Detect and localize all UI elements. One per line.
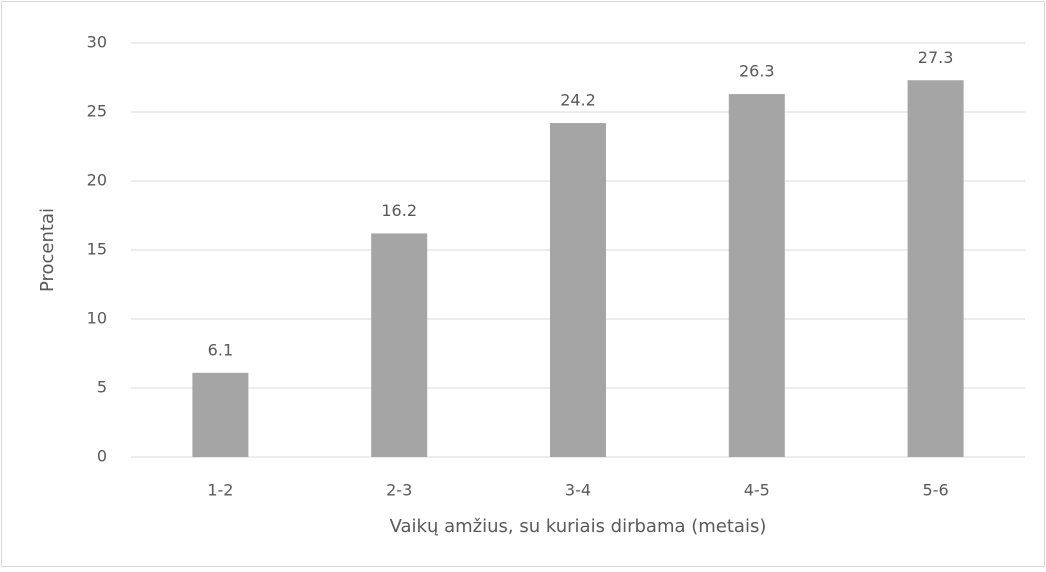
data-label: 27.3 [918,48,954,67]
bar [371,233,428,457]
y-tick-label: 10 [87,309,107,328]
data-label: 6.1 [208,340,233,359]
y-tick-label: 25 [87,102,107,121]
bar [550,123,606,457]
bar [907,80,964,457]
x-tick-label: 2-3 [386,481,412,500]
x-axis-label: Vaikų amžius, su kuriais dirbama (metais… [390,516,767,537]
x-tick-label: 5-6 [923,481,949,500]
y-tick-label: 20 [87,171,107,190]
data-label: 16.2 [381,201,417,220]
y-axis-label: Procentai [37,208,58,292]
y-tick-label: 0 [97,447,107,466]
y-tick-label: 30 [87,33,107,52]
bar [192,372,249,457]
x-tick-label: 3-4 [565,481,591,500]
x-tick-label: 4-5 [744,481,770,500]
y-tick-label: 5 [97,378,107,397]
y-tick-label: 15 [87,240,107,259]
data-label: 26.3 [739,62,775,81]
bar [728,94,785,457]
data-label: 24.2 [560,91,596,110]
x-tick-label: 1-2 [207,481,233,500]
